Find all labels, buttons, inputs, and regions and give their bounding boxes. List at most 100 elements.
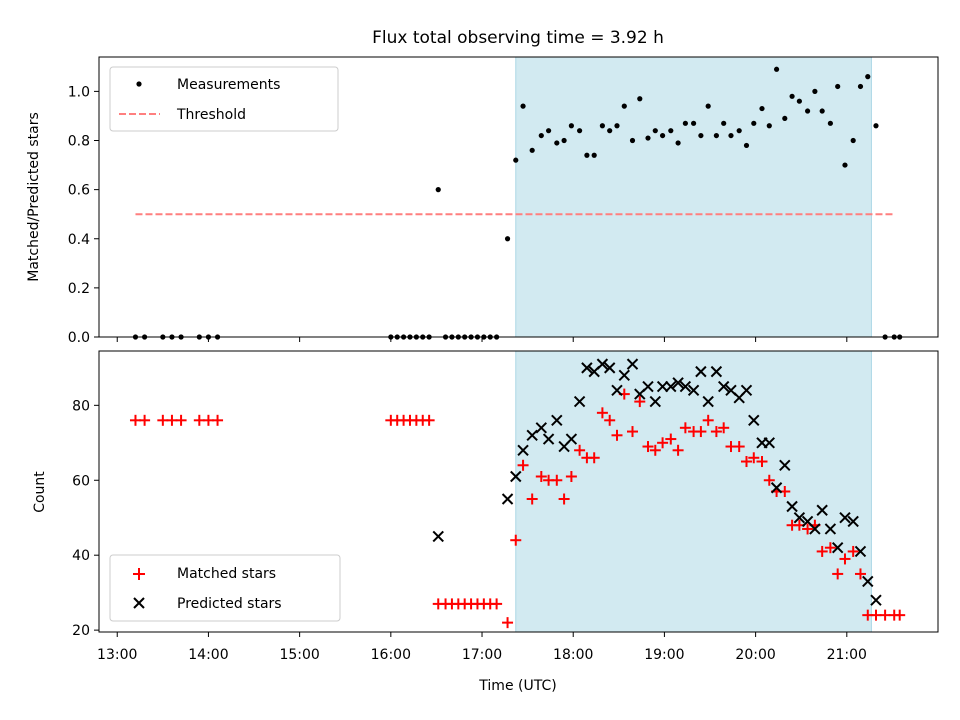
measurements-point bbox=[759, 105, 765, 112]
matched-stars-point bbox=[565, 471, 577, 483]
matched-stars-point bbox=[756, 456, 768, 468]
predicted-stars-point bbox=[679, 380, 692, 393]
measurements-point bbox=[728, 132, 734, 139]
measurements-point bbox=[721, 120, 727, 126]
matched-stars-point bbox=[665, 433, 677, 445]
legend-label-matched: Matched stars bbox=[177, 566, 276, 582]
matched-stars-point bbox=[679, 422, 691, 434]
legend-label-threshold: Threshold bbox=[176, 107, 246, 123]
count-ytick-label: 80 bbox=[72, 398, 90, 414]
legend-label-measurements: Measurements bbox=[177, 77, 280, 93]
legend-label-predicted: Predicted stars bbox=[177, 596, 282, 612]
matched-stars-point bbox=[672, 444, 684, 456]
matched-stars-point bbox=[491, 598, 503, 610]
matched-stars-point bbox=[634, 396, 646, 408]
matched-stars-point bbox=[740, 456, 752, 468]
measurements-point bbox=[713, 132, 719, 139]
measurements-point bbox=[743, 142, 750, 149]
measurements-point bbox=[599, 123, 606, 129]
predicted-stars-point bbox=[779, 459, 791, 471]
count-ytick-label: 20 bbox=[72, 623, 90, 639]
measurements-point bbox=[504, 236, 511, 242]
predicted-stars-point bbox=[854, 545, 867, 558]
matched-stars-point bbox=[502, 617, 514, 629]
count-legend-frame bbox=[109, 554, 341, 622]
count-panel: 20 40 60 80 13:00 14:00 15:00 16:00 17:00 18:00 19… bbox=[32, 350, 939, 663]
predicted-stars-point bbox=[710, 365, 723, 378]
matched-stars-point bbox=[510, 534, 522, 546]
measurements-point bbox=[652, 128, 658, 134]
ratio-panel-legend: Measurements Threshold bbox=[109, 66, 339, 132]
matched-stars-point bbox=[642, 441, 654, 453]
predicted-stars-point bbox=[809, 523, 821, 535]
matched-stars-point bbox=[212, 414, 224, 426]
measurements-point bbox=[850, 137, 856, 144]
measurements-point bbox=[435, 187, 441, 193]
predicted-stars-point bbox=[748, 414, 760, 427]
measurements-point bbox=[789, 93, 795, 99]
matched-stars-point bbox=[526, 493, 538, 505]
xtick-label: 15:00 bbox=[279, 647, 319, 663]
measurements-point bbox=[698, 132, 704, 139]
matched-stars-point bbox=[535, 471, 547, 483]
predicted-stars-point bbox=[816, 504, 828, 516]
predicted-stars-point bbox=[824, 523, 837, 535]
measurements-point bbox=[812, 88, 818, 94]
matched-stars-point bbox=[558, 493, 570, 505]
predicted-stars-point bbox=[526, 429, 538, 442]
measurements-point bbox=[614, 123, 620, 129]
measurements-point bbox=[520, 103, 526, 109]
measurements-point bbox=[538, 132, 544, 139]
predicted-stars-point bbox=[573, 395, 586, 408]
matched-stars-point bbox=[604, 414, 616, 426]
xtick-label: 18:00 bbox=[553, 647, 593, 663]
matched-stars-point bbox=[847, 545, 859, 557]
measurements-point bbox=[561, 137, 567, 144]
measurements-point bbox=[675, 140, 681, 146]
predicted-stars-point bbox=[687, 384, 700, 397]
measurements-point bbox=[545, 128, 552, 134]
matched-stars-point bbox=[824, 542, 836, 554]
ratio-panel-frame bbox=[98, 56, 939, 338]
ratio-legend-frame bbox=[109, 66, 339, 132]
measurements-point bbox=[796, 98, 802, 104]
predicted-stars-point bbox=[603, 362, 616, 374]
count-observing-window bbox=[515, 350, 872, 633]
matched-stars-point bbox=[423, 414, 435, 426]
predicted-stars-point bbox=[618, 369, 630, 382]
matched-stars-point bbox=[139, 414, 151, 426]
matched-stars-point bbox=[832, 568, 844, 580]
matched-stars-point bbox=[702, 414, 714, 426]
predicted-stars-point bbox=[565, 433, 578, 445]
measurements-point bbox=[804, 108, 811, 114]
ratio-ytick-label: 0.6 bbox=[68, 183, 90, 199]
predicted-stars-point bbox=[847, 515, 859, 528]
x-axis-label: Time (UTC) bbox=[478, 678, 556, 694]
predicted-stars-point bbox=[517, 444, 529, 456]
measurements-point bbox=[513, 157, 519, 163]
predicted-stars-point bbox=[831, 541, 844, 554]
measurements-point bbox=[827, 120, 833, 126]
matched-stars-point bbox=[657, 437, 669, 449]
ratio-ytick-label: 0.0 bbox=[68, 330, 90, 346]
predicted-stars-point bbox=[642, 380, 654, 393]
predicted-stars-point bbox=[626, 358, 639, 370]
ratio-observing-window bbox=[515, 56, 872, 338]
predicted-stars-point bbox=[740, 384, 753, 397]
xtick-label: 14:00 bbox=[188, 647, 228, 663]
measurements-point bbox=[584, 152, 590, 158]
count-panel-frame bbox=[98, 350, 939, 633]
measurements-point bbox=[637, 96, 643, 102]
measurements-point bbox=[621, 103, 627, 109]
measurements-point bbox=[591, 152, 597, 158]
predicted-stars-point bbox=[656, 380, 669, 393]
ratio-ytick-label: 0.8 bbox=[68, 134, 90, 150]
measurements-point bbox=[773, 66, 780, 72]
count-panel-legend: Matched stars Predicted stars bbox=[109, 554, 341, 622]
predicted-stars-point bbox=[862, 575, 874, 588]
measurements-point bbox=[577, 128, 583, 134]
measurements-point bbox=[782, 115, 788, 122]
matched-stars-point bbox=[710, 426, 722, 438]
matched-stars-point bbox=[816, 545, 828, 557]
